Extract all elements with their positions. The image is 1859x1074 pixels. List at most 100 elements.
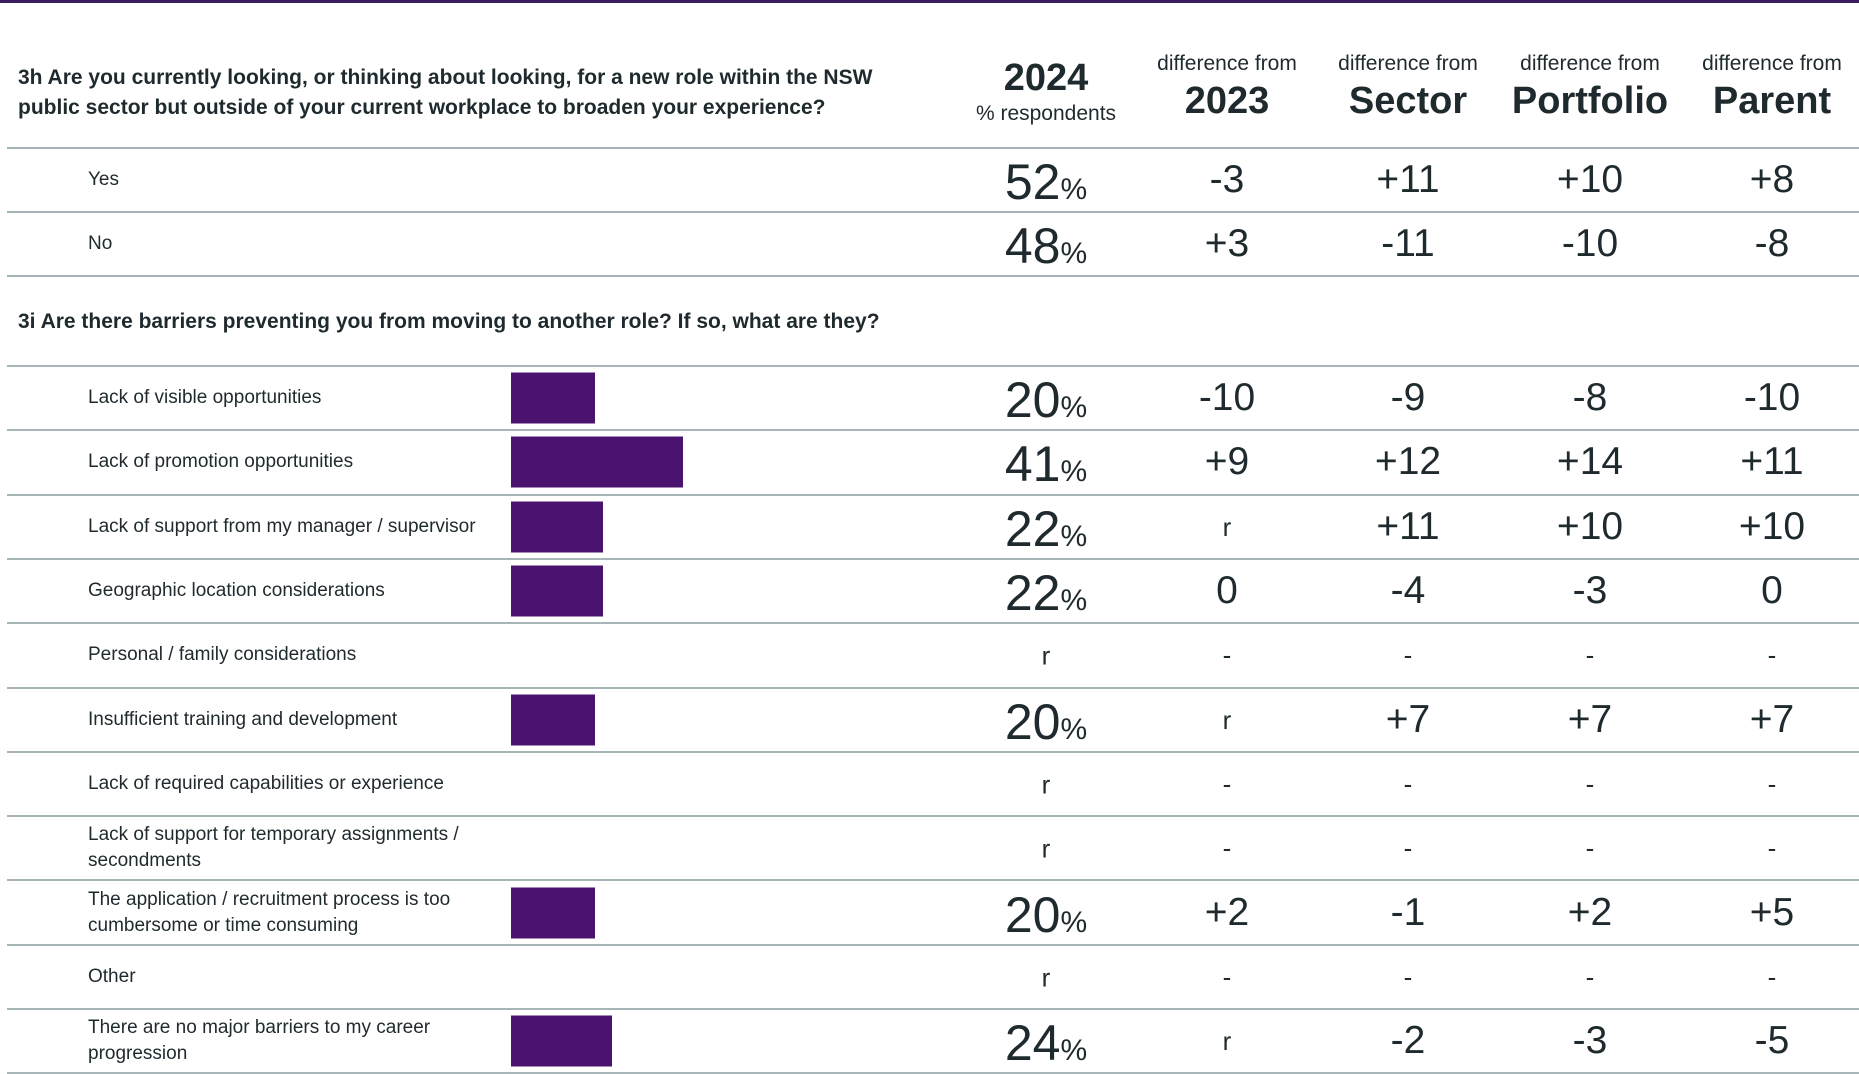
diff-sector-value: -	[1403, 768, 1413, 799]
percent-symbol: %	[1060, 519, 1088, 553]
percent-value: r	[1041, 641, 1051, 672]
diff-parent-value: +8	[1749, 158, 1795, 201]
diff-parent-value: -	[1767, 640, 1777, 671]
diff-portfolio-value: -10	[1561, 222, 1619, 265]
row-divider	[7, 557, 1859, 560]
row-label: Geographic location considerations	[88, 580, 385, 602]
diff-prefix: difference from	[1702, 52, 1842, 75]
diff-2023-value: 0	[1216, 569, 1238, 613]
diff-sector-value: -9	[1390, 376, 1426, 420]
diff-2023-label: 2023	[1184, 80, 1270, 122]
percent-value: r	[1041, 833, 1051, 864]
diff-parent-value: +10	[1738, 504, 1806, 548]
percent-value: 20	[1004, 693, 1061, 750]
diff-2023-value: -	[1222, 768, 1232, 799]
table-row: Geographic location considerations 22% 0 -4…	[0, 559, 1859, 623]
diff-sector-label: Sector	[1348, 80, 1468, 122]
percent-symbol: %	[1060, 905, 1088, 939]
table-row: Lack of visible opportunities 20% -10 -9 -8 -…	[0, 366, 1859, 430]
percent-value: 22	[1004, 500, 1061, 557]
year-sublabel: % respondents	[975, 102, 1117, 125]
percent-value: r	[1041, 962, 1051, 993]
column-header-diff-parent: difference from Parent	[1682, 50, 1859, 124]
top-rule	[0, 0, 1859, 3]
question-3h-title: 3h Are you currently looking, or thinkin…	[18, 66, 873, 119]
diff-portfolio-value: -3	[1572, 569, 1608, 613]
diff-2023-value: -	[1222, 833, 1232, 864]
table-row: Lack of required capabilities or experie…	[0, 752, 1859, 816]
percent-respondents: 24%	[956, 1016, 1136, 1070]
percentage-bar	[511, 1015, 612, 1067]
row-divider	[7, 1008, 1859, 1010]
percent-symbol: %	[1060, 173, 1088, 207]
table-row: There are no major barriers to my career…	[0, 1009, 1859, 1073]
diff-prefix: difference from	[1157, 52, 1297, 75]
diff-2023-value: +3	[1204, 222, 1250, 265]
diff-portfolio-label: Portfolio	[1511, 80, 1669, 122]
percentage-bar	[511, 501, 603, 553]
row-divider	[7, 622, 1859, 625]
row-divider	[7, 211, 1859, 213]
row-label: There are no major barriers to my career…	[88, 1017, 431, 1065]
diff-portfolio-value: +14	[1556, 440, 1624, 484]
diff-sector-value: -	[1403, 961, 1413, 992]
percent-respondents: r	[956, 770, 1136, 801]
diff-sector-value: +12	[1374, 440, 1442, 484]
diff-sector-value: -11	[1381, 222, 1435, 265]
percent-respondents: 22%	[956, 566, 1136, 620]
diff-portfolio-value: -	[1585, 768, 1595, 799]
diff-portfolio-value: +2	[1567, 890, 1613, 934]
diff-parent-value: +11	[1740, 440, 1804, 484]
row-label: Lack of support for temporary assignment…	[88, 824, 459, 872]
row-divider	[7, 943, 1859, 946]
diff-sector-value: -1	[1390, 890, 1426, 934]
diff-2023-value: -10	[1198, 376, 1256, 420]
diff-prefix: difference from	[1338, 52, 1478, 75]
diff-sector-value: +11	[1376, 158, 1440, 201]
percent-value: 52	[1004, 154, 1061, 211]
row-divider	[7, 750, 1859, 753]
diff-sector-value: -4	[1390, 569, 1426, 613]
percent-symbol: %	[1060, 712, 1088, 746]
row-label: No	[88, 233, 113, 254]
diff-parent-label: Parent	[1712, 80, 1832, 122]
diff-portfolio-value: -	[1585, 961, 1595, 992]
diff-prefix: difference from	[1520, 52, 1660, 75]
percent-respondents: 52%	[956, 155, 1136, 209]
percent-respondents: 20%	[956, 695, 1136, 749]
diff-2023-value: -3	[1209, 158, 1245, 201]
percent-value: 41	[1004, 436, 1061, 493]
percentage-bar	[511, 565, 603, 617]
row-divider	[7, 147, 1859, 149]
column-header-2024: 2024 % respondents	[956, 56, 1136, 128]
percent-value: 48	[1004, 218, 1061, 275]
diff-portfolio-value: +10	[1556, 158, 1624, 201]
diff-sector-value: -	[1403, 640, 1413, 671]
table-row: No 48% +3 -11 -10 -8	[0, 212, 1859, 276]
percentage-bar	[511, 436, 683, 488]
diff-parent-value: -	[1767, 961, 1777, 992]
percentage-bar	[511, 694, 595, 746]
row-label: Lack of support from my manager / superv…	[88, 515, 476, 537]
percent-respondents: 22%	[956, 502, 1136, 556]
column-header-diff-sector: difference from Sector	[1318, 50, 1498, 124]
diff-sector-value: -2	[1390, 1019, 1426, 1063]
year-label: 2024	[1003, 57, 1089, 99]
percent-respondents: 20%	[956, 373, 1136, 427]
percent-symbol: %	[1060, 1034, 1088, 1068]
diff-parent-value: -10	[1743, 376, 1801, 420]
diff-portfolio-value: -8	[1572, 376, 1608, 420]
diff-portfolio-value: -	[1585, 833, 1595, 864]
percent-symbol: %	[1060, 584, 1088, 618]
row-label: The application / recruitment process is…	[88, 888, 451, 936]
row-label: Insufficient training and development	[88, 708, 398, 730]
percent-respondents: r	[956, 834, 1136, 865]
row-divider	[7, 365, 1859, 367]
percent-value: 20	[1004, 886, 1061, 943]
table-row: Other r - - - -	[0, 945, 1859, 1009]
percentage-bar	[511, 887, 595, 939]
column-header-diff-portfolio: difference from Portfolio	[1500, 50, 1680, 124]
column-header-diff-2023: difference from 2023	[1137, 50, 1317, 124]
question-3i-title: 3i Are there barriers preventing you fro…	[18, 310, 880, 333]
percent-symbol: %	[1060, 237, 1088, 271]
